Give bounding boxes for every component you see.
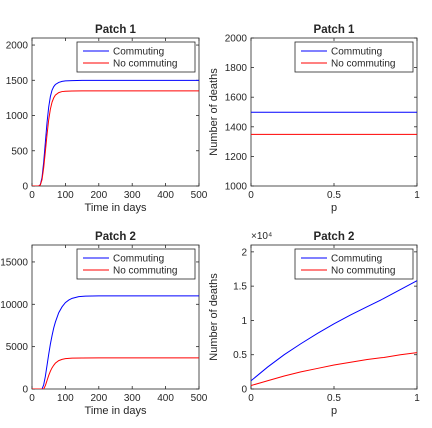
chart-title: Patch 1 xyxy=(314,24,356,36)
x-tick-label: 200 xyxy=(90,393,107,404)
y-tick-label: 1500 xyxy=(6,76,29,87)
legend-box xyxy=(76,248,196,280)
x-tick-label: 400 xyxy=(157,393,174,404)
y-axis-multiplier: ×10⁴ xyxy=(251,231,272,242)
x-tick-label: 100 xyxy=(57,190,74,201)
legend-box xyxy=(76,41,196,73)
y-tick-label: 10000 xyxy=(0,300,28,311)
legend-entry-label: No commuting xyxy=(331,266,395,277)
y-axis-label: Number of deaths xyxy=(208,68,220,156)
x-axis-label: Time in days xyxy=(85,405,147,417)
y-tick-label: 1000 xyxy=(6,111,29,122)
y-tick-label: 2000 xyxy=(6,41,29,52)
series-line-no-commuting xyxy=(32,357,199,389)
chart-panel-4: 0 0.5 1 0 0.5 1 1.5 2 Patch 2 p Number of deaths ×1… xyxy=(208,231,420,417)
legend-entry-label: Commuting xyxy=(113,47,164,58)
y-tick-label: 0 xyxy=(22,385,28,396)
x-tick-label: 0 xyxy=(248,190,254,201)
legend-entry-label: Commuting xyxy=(113,254,164,265)
chart-title: Patch 1 xyxy=(95,24,137,36)
legend-entry-label: Commuting xyxy=(331,254,382,265)
y-tick-label: 1000 xyxy=(225,182,248,193)
x-axis-label: p xyxy=(331,405,337,417)
y-tick-label: 1.5 xyxy=(233,282,247,293)
x-axis-label: Time in days xyxy=(85,202,147,214)
legend-box xyxy=(294,248,414,280)
x-tick-label: 0 xyxy=(29,190,35,201)
legend-entry-label: No commuting xyxy=(113,266,177,277)
y-tick-label: 1600 xyxy=(225,93,248,104)
x-tick-label: 0.5 xyxy=(327,393,341,404)
x-tick-label: 300 xyxy=(124,190,141,201)
chart-panel-2: 0 0.5 1 1000 1200 1400 1600 1800 2000 Patch 1 p Num… xyxy=(208,24,420,214)
x-tick-label: 500 xyxy=(191,393,208,404)
x-axis-label: p xyxy=(331,202,337,214)
y-tick-label: 0.5 xyxy=(233,350,247,361)
x-tick-label: 300 xyxy=(124,393,141,404)
plot-area-frame xyxy=(31,37,200,187)
chart-title: Patch 2 xyxy=(95,231,136,243)
legend-entry-label: No commuting xyxy=(113,59,177,70)
series-line-commuting xyxy=(251,280,417,382)
y-tick-label: 5000 xyxy=(6,342,29,353)
y-tick-label: 0 xyxy=(22,182,28,193)
y-tick-label: 2000 xyxy=(225,34,248,45)
series-line-no-commuting xyxy=(251,352,417,387)
x-tick-label: 0 xyxy=(29,393,35,404)
legend-box xyxy=(294,41,414,73)
series-line-commuting xyxy=(32,79,199,186)
x-tick-label: 1 xyxy=(414,393,420,404)
x-tick-label: 500 xyxy=(191,190,208,201)
y-tick-label: 1200 xyxy=(225,152,248,163)
chart-title: Patch 2 xyxy=(314,231,355,243)
x-tick-label: 200 xyxy=(90,190,107,201)
y-axis-label: Number of deaths xyxy=(208,273,220,361)
x-tick-label: 1 xyxy=(414,190,420,201)
legend-entry-label: No commuting xyxy=(331,59,395,70)
x-tick-label: 0 xyxy=(248,393,254,404)
x-tick-label: 0.5 xyxy=(327,190,341,201)
series-line-commuting xyxy=(32,295,199,389)
y-tick-label: 2 xyxy=(241,247,247,258)
chart-panel-1: 0 100 200 300 400 500 0 500 1000 1500 2000 Patch 1 T… xyxy=(6,24,208,214)
legend-entry-label: Commuting xyxy=(331,47,382,58)
x-tick-label: 100 xyxy=(57,393,74,404)
y-tick-label: 1400 xyxy=(225,122,248,133)
series-line-no-commuting xyxy=(32,90,199,186)
y-tick-label: 1 xyxy=(241,316,247,327)
y-tick-label: 0 xyxy=(241,385,247,396)
y-tick-label: 1800 xyxy=(225,63,248,74)
y-tick-label: 15000 xyxy=(0,257,28,268)
plot-area-frame xyxy=(31,244,200,390)
x-tick-label: 400 xyxy=(157,190,174,201)
y-tick-label: 500 xyxy=(11,146,28,157)
